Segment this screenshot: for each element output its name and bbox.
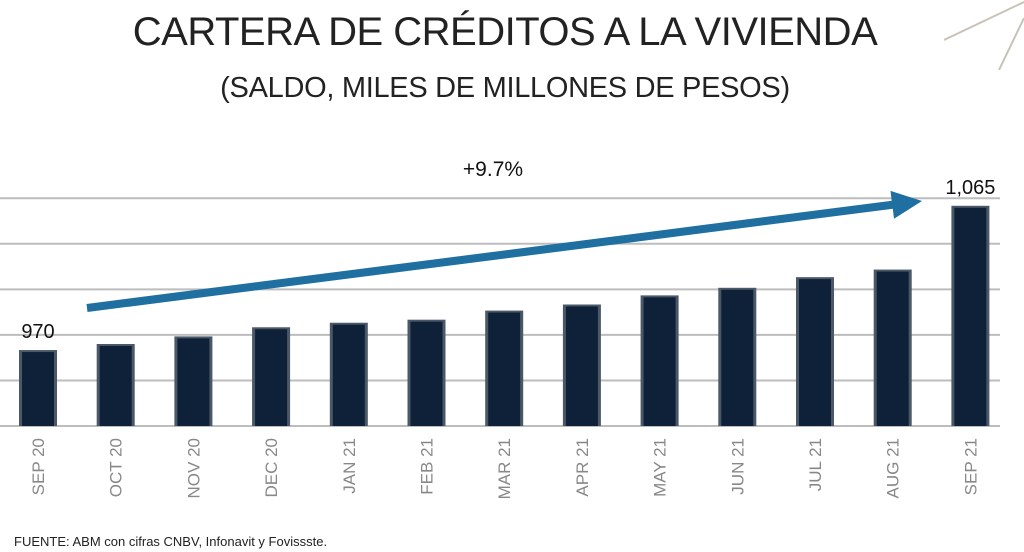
bar-chart: 970 1,065 SEP 20 OCT 20 NOV 20 DEC 20 JAN 21 F… bbox=[0, 158, 1000, 499]
x-tick-labels: SEP 20 OCT 20 NOV 20 DEC 20 JAN 21 FEB 21 MAR … bbox=[29, 438, 980, 499]
bar-jul-21 bbox=[796, 277, 834, 426]
data-label-sep-20: 970 bbox=[21, 321, 54, 343]
bar-may-21 bbox=[640, 295, 679, 426]
bar-fill bbox=[22, 352, 54, 426]
bar-dec-20 bbox=[252, 327, 291, 426]
chart-title: CARTERA DE CRÉDITOS A LA VIVIENDA bbox=[132, 10, 878, 54]
bar-feb-21 bbox=[407, 319, 446, 426]
bar-oct-20 bbox=[96, 343, 135, 426]
bar-sep-21 bbox=[951, 205, 990, 426]
bar-nov-20 bbox=[174, 336, 213, 426]
bar-fill bbox=[410, 321, 443, 426]
bar-fill bbox=[876, 271, 909, 426]
tick-label-sep-20: SEP 20 bbox=[29, 438, 48, 495]
growth-label: +9.7% bbox=[463, 158, 523, 181]
bar-aug-21 bbox=[873, 269, 912, 426]
tick-label-jan-21: JAN 21 bbox=[340, 438, 359, 494]
tick-label-nov-20: NOV 20 bbox=[184, 438, 203, 498]
bar-apr-21 bbox=[562, 304, 601, 426]
tick-label-apr-21: APR 21 bbox=[573, 438, 592, 497]
tick-label-dec-20: DEC 20 bbox=[262, 438, 281, 498]
chart-subtitle: (SALDO, MILES DE MILLONES DE PESOS) bbox=[220, 72, 790, 104]
source-note: FUENTE: ABM con cifras CNBV, Infonavit y… bbox=[14, 534, 328, 549]
bar-fill bbox=[488, 312, 521, 426]
tick-label-feb-21: FEB 21 bbox=[418, 438, 437, 495]
bar-fill bbox=[799, 279, 831, 426]
bar-fill bbox=[954, 207, 987, 426]
data-labels: 970 1,065 bbox=[21, 177, 995, 343]
bars bbox=[19, 205, 990, 426]
bar-mar-21 bbox=[485, 310, 524, 426]
data-label-sep-21: 1,065 bbox=[945, 177, 995, 199]
tick-label-oct-20: OCT 20 bbox=[107, 438, 126, 497]
bar-fill bbox=[643, 297, 676, 426]
tick-label-may-21: MAY 21 bbox=[651, 438, 670, 497]
tick-label-jun-21: JUN 21 bbox=[728, 438, 747, 495]
tick-label-sep-21: SEP 21 bbox=[961, 438, 980, 495]
bar-sep-20 bbox=[19, 350, 57, 426]
bar-jun-21 bbox=[718, 287, 757, 426]
tick-label-mar-21: MAR 21 bbox=[495, 438, 514, 499]
bar-fill bbox=[721, 289, 754, 426]
trend-arrow: +9.7% bbox=[86, 158, 922, 312]
bar-fill bbox=[255, 329, 288, 426]
trend-arrow-shape bbox=[86, 190, 922, 312]
bar-jan-21 bbox=[329, 322, 368, 426]
corner-decoration bbox=[944, 1, 1024, 70]
tick-label-aug-21: AUG 21 bbox=[884, 438, 903, 498]
bar-fill bbox=[99, 345, 132, 426]
bar-fill bbox=[177, 338, 210, 426]
bar-fill bbox=[332, 324, 365, 426]
tick-label-jul-21: JUL 21 bbox=[806, 438, 825, 491]
bar-fill bbox=[565, 306, 598, 426]
